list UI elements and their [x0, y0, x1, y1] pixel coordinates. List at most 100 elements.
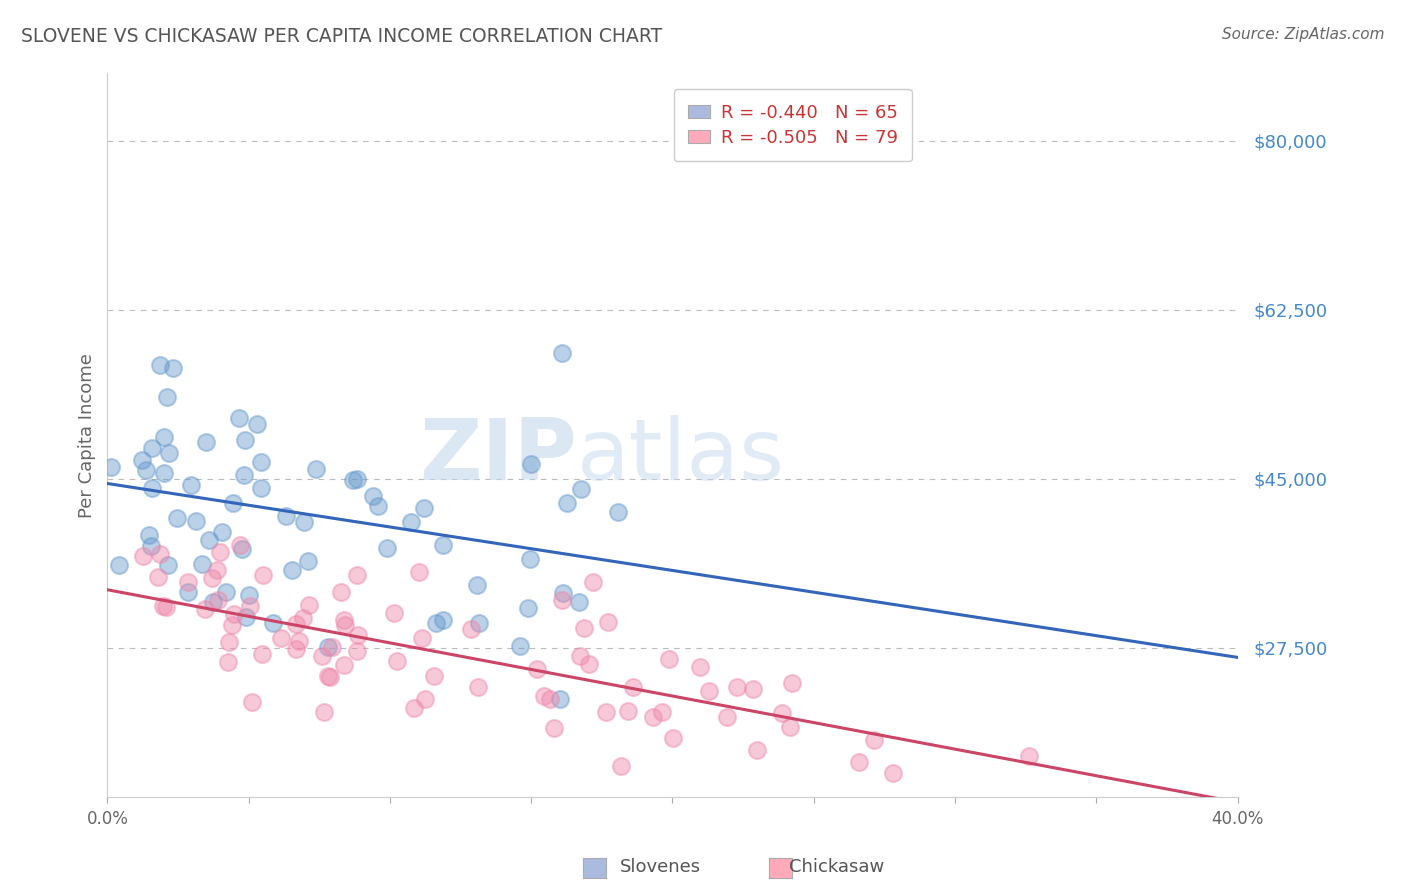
Text: SLOVENE VS CHICKASAW PER CAPITA INCOME CORRELATION CHART: SLOVENE VS CHICKASAW PER CAPITA INCOME C… — [21, 27, 662, 45]
Point — [367, 499, 389, 513]
Point — [377, 541, 399, 556]
Point — [716, 710, 738, 724]
Point — [402, 701, 425, 715]
Point — [595, 705, 617, 719]
Point — [568, 595, 591, 609]
Point — [413, 691, 436, 706]
Point — [465, 578, 488, 592]
Point — [207, 593, 229, 607]
Point — [235, 609, 257, 624]
Legend: R = -0.440   N = 65, R = -0.505   N = 79: R = -0.440 N = 65, R = -0.505 N = 79 — [673, 89, 912, 161]
Point — [250, 648, 273, 662]
Point — [177, 585, 200, 599]
Point — [319, 669, 342, 683]
Point — [882, 765, 904, 780]
Point — [333, 657, 356, 672]
Point — [516, 600, 538, 615]
Point — [1146, 825, 1168, 839]
Point — [423, 669, 446, 683]
Point — [246, 417, 269, 431]
Point — [569, 649, 592, 664]
Point — [222, 496, 245, 510]
Point — [149, 358, 172, 372]
Point — [551, 586, 574, 600]
Point — [281, 564, 304, 578]
Point — [155, 599, 177, 614]
Point — [314, 705, 336, 719]
Point — [270, 632, 292, 646]
Point — [848, 755, 870, 769]
Point — [1018, 749, 1040, 764]
Y-axis label: Per Capita Income: Per Capita Income — [79, 352, 96, 517]
Point — [209, 545, 232, 559]
Point — [100, 460, 122, 475]
Point — [329, 584, 352, 599]
Point — [135, 463, 157, 477]
Point — [543, 721, 565, 735]
Point — [533, 689, 555, 703]
Point — [346, 472, 368, 486]
Point — [194, 602, 217, 616]
Point — [569, 483, 592, 497]
Point — [321, 640, 343, 655]
Point — [285, 617, 308, 632]
Point — [862, 733, 884, 747]
Point — [467, 615, 489, 630]
Point — [519, 552, 541, 566]
Point — [538, 692, 561, 706]
Point — [242, 694, 264, 708]
Point — [176, 575, 198, 590]
Point — [288, 633, 311, 648]
Point — [651, 706, 673, 720]
Point — [520, 457, 543, 471]
Point — [149, 547, 172, 561]
Point — [156, 391, 179, 405]
Point — [610, 758, 633, 772]
Point — [131, 453, 153, 467]
Point — [399, 516, 422, 530]
Point — [250, 481, 273, 495]
Point — [725, 681, 748, 695]
Point — [346, 628, 368, 642]
Point — [221, 617, 243, 632]
Point — [526, 662, 548, 676]
Point — [284, 641, 307, 656]
Point — [387, 654, 409, 668]
Point — [153, 467, 176, 481]
Point — [131, 549, 153, 563]
Point — [408, 565, 430, 579]
Point — [152, 599, 174, 614]
Point — [276, 509, 298, 524]
Point — [779, 720, 801, 734]
Point — [697, 684, 720, 698]
Point — [596, 615, 619, 629]
Point — [658, 652, 681, 666]
Point — [157, 446, 180, 460]
Point — [509, 639, 531, 653]
Point — [152, 430, 174, 444]
Point — [582, 575, 605, 590]
Point — [346, 644, 368, 658]
Point — [228, 411, 250, 425]
Point — [139, 539, 162, 553]
Point — [363, 489, 385, 503]
Point — [262, 616, 284, 631]
Point — [297, 553, 319, 567]
Point — [548, 691, 571, 706]
Point — [141, 482, 163, 496]
Point — [342, 473, 364, 487]
Point — [741, 681, 763, 696]
Point — [311, 649, 333, 664]
Point — [305, 461, 328, 475]
Point — [411, 631, 433, 645]
Point — [318, 668, 340, 682]
Point — [162, 360, 184, 375]
Point — [138, 528, 160, 542]
Point — [782, 676, 804, 690]
Point — [201, 595, 224, 609]
Point — [252, 568, 274, 582]
Point — [551, 346, 574, 360]
Point — [689, 660, 711, 674]
Text: atlas: atlas — [576, 416, 785, 499]
Point — [316, 640, 339, 655]
